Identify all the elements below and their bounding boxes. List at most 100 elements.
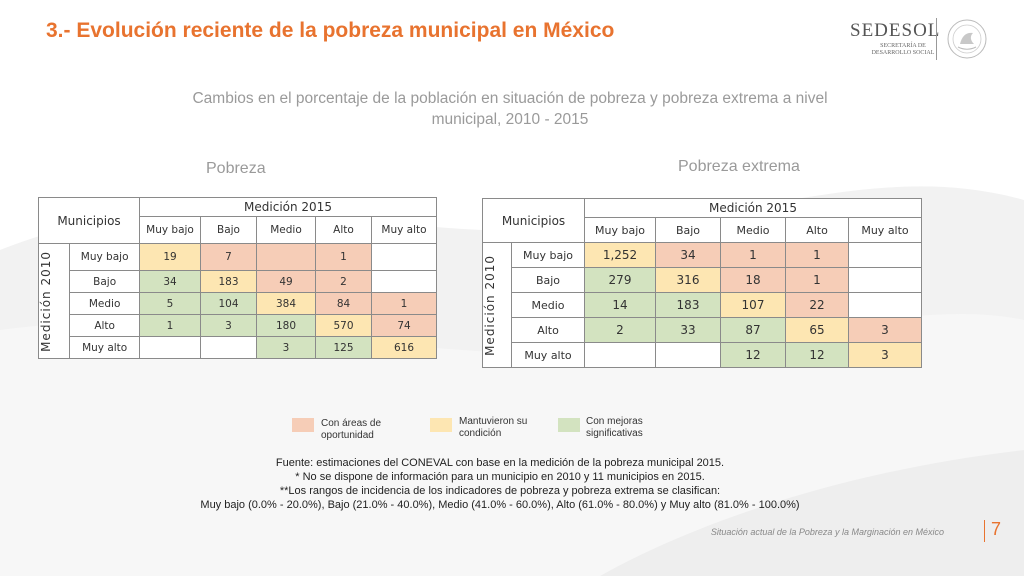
table-cell: 125 — [315, 336, 372, 359]
row-header: Muy alto — [511, 342, 585, 368]
table-cell: 1 — [371, 292, 437, 315]
national-seal-icon — [947, 19, 987, 59]
column-header: Bajo — [655, 217, 721, 243]
column-header: Bajo — [200, 216, 257, 244]
pobreza-label: Pobreza — [206, 160, 266, 177]
source-line: Fuente: estimaciones del CONEVAL con bas… — [275, 457, 725, 469]
table-cell: 2 — [584, 317, 656, 343]
page-number: 7 — [991, 519, 1002, 539]
table-cell: 3 — [848, 342, 922, 368]
row-header: Muy bajo — [511, 242, 585, 268]
table-cell — [848, 267, 922, 293]
pobreza-extrema-table: Municipios Medición 2015 Muy bajo Bajo M… — [482, 198, 922, 368]
table-header-row: Muy bajo Bajo Medio Alto Muy alto — [39, 216, 437, 244]
row-header: Medio — [511, 292, 585, 318]
medicion-2010-label: Medición 2010 — [483, 254, 497, 356]
table-cell — [200, 336, 257, 359]
table-cell — [655, 342, 721, 368]
table-cell: 14 — [584, 292, 656, 318]
table-cell: 33 — [655, 317, 721, 343]
legend-swatch-mantuvieron — [430, 418, 452, 432]
table-cell: 183 — [200, 270, 257, 293]
table-header-row: Muy bajo Bajo Medio Alto Muy alto — [483, 217, 922, 243]
row-header: Muy alto — [69, 336, 140, 359]
table-cell: 12 — [720, 342, 786, 368]
table-cell: 3 — [200, 314, 257, 337]
table-cell: 1 — [785, 267, 849, 293]
legend-label-oportunidad: Con áreas de oportunidad — [321, 418, 382, 441]
source-line: * No se dispone de información para un m… — [295, 471, 705, 483]
legend-label-mejoras: Con mejoras significativas — [586, 416, 643, 439]
page-number-divider — [984, 520, 985, 542]
table-cell: 107 — [720, 292, 786, 318]
column-header: Muy bajo — [139, 216, 201, 244]
medicion-2015-header: Medición 2015 — [584, 198, 922, 218]
footer-text: Situación actual de la Pobreza y la Marg… — [710, 527, 944, 537]
column-header: Alto — [315, 216, 372, 244]
table-header-row: Municipios Medición 2015 — [482, 198, 922, 243]
table-cell: 34 — [139, 270, 201, 293]
table-cell: 5 — [139, 292, 201, 315]
table-row: Medio 5 104 384 84 1 — [39, 292, 437, 315]
table-row: Medición 2010 Muy bajo 19 7 1 — [37, 243, 437, 359]
table-row: Medio 14 183 107 22 — [483, 292, 922, 318]
table-row: Medición 2010 Muy bajo 1,252 34 1 1 — [482, 242, 922, 368]
row-header: Muy bajo — [69, 243, 140, 271]
page-title: 3.- Evolución reciente de la pobreza mun… — [46, 19, 615, 42]
row-header: Bajo — [511, 267, 585, 293]
table-cell — [256, 243, 316, 271]
table-cell: 384 — [256, 292, 316, 315]
table-row: Muy alto 12 12 3 — [483, 342, 922, 368]
pobreza-extrema-label: Pobreza extrema — [678, 158, 800, 175]
corner-label: Municipios — [482, 198, 585, 243]
logo-subtitle: SECRETARÍA DE DESARROLLO SOCIAL — [871, 43, 935, 56]
column-header: Muy alto — [371, 216, 437, 244]
table-cell — [371, 270, 437, 293]
column-header: Medio — [720, 217, 786, 243]
row-header: Alto — [511, 317, 585, 343]
legend-swatch-mejoras — [558, 418, 580, 432]
table-cell: 7 — [200, 243, 257, 271]
row-header: Medio — [69, 292, 140, 315]
table-cell: 19 — [139, 243, 201, 271]
table-cell: 316 — [655, 267, 721, 293]
table-row: Alto 1 3 180 570 74 — [39, 314, 437, 337]
sedesol-logo: SEDESOL SECRETARÍA DE DESARROLLO SOCIAL — [842, 14, 1002, 62]
medicion-2015-header: Medición 2015 — [139, 197, 437, 217]
table-cell: 180 — [256, 314, 316, 337]
table-cell: 12 — [785, 342, 849, 368]
table-cell: 1 — [139, 314, 201, 337]
column-header: Muy alto — [848, 217, 922, 243]
table-cell — [584, 342, 656, 368]
table-cell: 3 — [256, 336, 316, 359]
table-cell: 1,252 — [584, 242, 656, 268]
table-row: Bajo 279 316 18 1 — [483, 267, 922, 293]
table-cell: 183 — [655, 292, 721, 318]
table-cell — [139, 336, 201, 359]
table-cell — [848, 292, 922, 318]
table-cell — [848, 242, 922, 268]
table-cell — [371, 243, 437, 271]
table-cell: 1 — [315, 243, 372, 271]
column-header: Medio — [256, 216, 316, 244]
source-line: Muy bajo (0.0% - 20.0%), Bajo (21.0% - 4… — [200, 499, 800, 511]
table-cell: 616 — [371, 336, 437, 359]
table-cell: 1 — [720, 242, 786, 268]
table-cell: 49 — [256, 270, 316, 293]
table-row: Alto 2 33 87 65 3 — [483, 317, 922, 343]
pobreza-table: Municipios Medición 2015 Muy bajo Bajo M… — [37, 197, 437, 359]
table-cell: 65 — [785, 317, 849, 343]
table-header-row: Municipios Medición 2015 — [38, 197, 437, 244]
source-notes: Fuente: estimaciones del CONEVAL con bas… — [150, 456, 850, 512]
logo-divider — [936, 18, 937, 60]
column-header: Muy bajo — [584, 217, 656, 243]
table-cell: 84 — [315, 292, 372, 315]
table-row: Muy alto 3 125 616 — [39, 336, 437, 359]
table-cell: 22 — [785, 292, 849, 318]
source-line: **Los rangos de incidencia de los indica… — [279, 485, 721, 497]
table-cell: 279 — [584, 267, 656, 293]
medicion-2010-label: Medición 2010 — [39, 250, 53, 352]
table-row: Bajo 34 183 49 2 — [39, 270, 437, 293]
table-cell: 18 — [720, 267, 786, 293]
table-cell: 104 — [200, 292, 257, 315]
